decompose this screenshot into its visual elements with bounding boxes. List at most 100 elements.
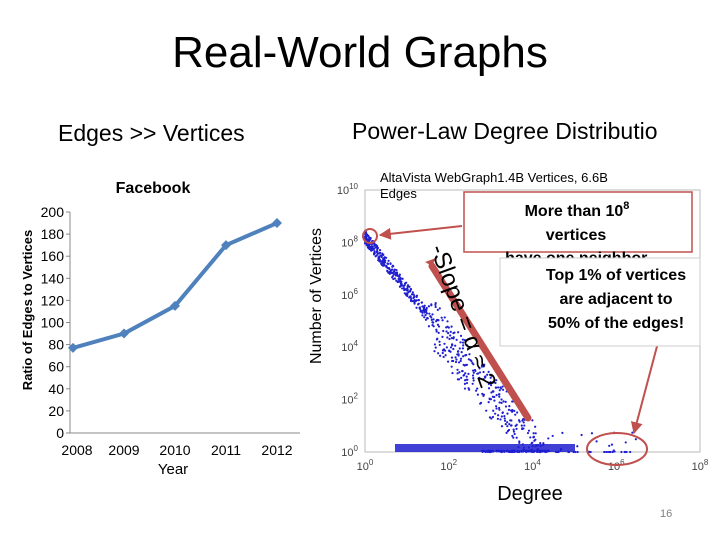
power-law-data-point bbox=[380, 255, 383, 259]
power-law-data-point bbox=[527, 429, 531, 432]
power-law-data-point bbox=[444, 354, 447, 357]
power-law-data-point bbox=[457, 331, 460, 334]
power-law-data-point bbox=[478, 371, 482, 374]
facebook-y-tick-label: 20 bbox=[48, 403, 64, 419]
power-law-y-tick-label: 100 bbox=[341, 444, 358, 459]
power-law-data-point bbox=[488, 398, 491, 401]
facebook-y-tick-label: 0 bbox=[56, 425, 64, 441]
power-law-data-point bbox=[497, 414, 500, 417]
note-box bbox=[499, 257, 701, 347]
power-law-data-point bbox=[608, 450, 611, 454]
power-law-data-point bbox=[401, 277, 404, 280]
power-law-data-point bbox=[482, 365, 485, 368]
power-law-data-point bbox=[511, 410, 514, 413]
power-law-data-point bbox=[399, 276, 402, 280]
power-law-data-point bbox=[464, 354, 467, 357]
power-law-data-point bbox=[434, 346, 437, 349]
power-law-data-point bbox=[522, 421, 525, 424]
power-law-data-point bbox=[387, 259, 390, 262]
power-law-data-point bbox=[493, 395, 496, 399]
facebook-data-point bbox=[68, 342, 78, 353]
callout-line-2: vertices bbox=[546, 227, 607, 244]
power-law-data-point bbox=[457, 378, 461, 381]
power-law-data-point bbox=[547, 437, 550, 440]
power-law-data-point bbox=[391, 275, 394, 278]
power-law-data-point bbox=[433, 343, 437, 346]
power-law-data-point bbox=[364, 232, 367, 236]
power-law-data-point bbox=[500, 401, 503, 404]
power-law-data-point bbox=[532, 432, 535, 435]
power-law-data-point bbox=[436, 323, 440, 326]
power-law-data-point bbox=[523, 424, 526, 427]
power-law-data-point bbox=[403, 288, 406, 292]
power-law-data-point bbox=[375, 244, 378, 247]
power-law-data-point bbox=[392, 273, 395, 276]
power-law-data-point bbox=[435, 328, 438, 331]
power-law-data-point bbox=[504, 405, 508, 408]
power-law-data-point bbox=[494, 412, 497, 415]
power-law-data-point bbox=[411, 291, 414, 294]
power-law-data-point bbox=[450, 336, 453, 340]
power-law-data-point bbox=[406, 284, 410, 287]
power-law-data-point bbox=[421, 314, 424, 317]
power-law-data-point bbox=[440, 316, 443, 319]
power-law-data-point bbox=[439, 354, 442, 357]
facebook-y-axis-label: Ratio of Edges to Vertices bbox=[20, 230, 35, 390]
power-law-x-tick-label: 104 bbox=[524, 458, 541, 473]
power-law-data-point bbox=[452, 336, 455, 339]
facebook-y-tick-label: 40 bbox=[48, 381, 64, 397]
power-law-data-point bbox=[389, 262, 392, 265]
power-law-data-point bbox=[378, 249, 382, 252]
power-law-data-point bbox=[469, 359, 472, 362]
facebook-line-chart: Facebook Ratio of Edges to Vertices Year… bbox=[20, 180, 300, 478]
power-law-data-point bbox=[447, 331, 450, 335]
callout-box bbox=[463, 191, 693, 253]
facebook-x-tick-label: 2009 bbox=[108, 442, 139, 458]
power-law-data-point bbox=[606, 450, 610, 454]
power-law-data-point bbox=[364, 236, 367, 239]
facebook-x-tick-label: 2012 bbox=[261, 442, 292, 458]
power-law-data-point bbox=[431, 321, 434, 324]
power-law-data-point bbox=[473, 344, 476, 348]
power-law-data-point bbox=[373, 251, 376, 254]
power-law-data-point bbox=[425, 306, 428, 310]
power-law-data-point bbox=[518, 441, 521, 444]
power-law-data-point bbox=[451, 371, 454, 375]
power-law-data-point bbox=[461, 370, 464, 373]
power-law-data-point bbox=[465, 375, 468, 378]
power-law-data-point bbox=[483, 375, 487, 378]
heavy-tail-highlight-ellipse bbox=[586, 432, 648, 466]
power-law-data-point bbox=[403, 292, 406, 295]
power-law-data-point bbox=[377, 257, 380, 260]
facebook-y-tick-label: 160 bbox=[41, 248, 65, 264]
power-law-data-point bbox=[409, 290, 412, 293]
power-law-data-point bbox=[427, 305, 431, 308]
power-law-x-axis-label: Degree bbox=[497, 483, 563, 505]
power-law-data-point bbox=[422, 307, 425, 311]
power-law-data-point bbox=[461, 341, 465, 344]
power-law-data-point bbox=[438, 340, 441, 343]
power-law-data-point bbox=[472, 379, 475, 382]
power-law-data-point bbox=[437, 319, 440, 322]
power-law-data-point bbox=[463, 382, 467, 385]
power-law-data-point bbox=[456, 368, 459, 371]
power-law-data-point bbox=[434, 305, 437, 309]
power-law-data-point bbox=[474, 389, 478, 392]
power-law-data-point bbox=[629, 450, 632, 454]
power-law-data-point bbox=[500, 387, 503, 390]
power-law-data-point bbox=[482, 394, 485, 397]
power-law-data-point bbox=[417, 299, 420, 302]
power-law-data-point bbox=[458, 347, 461, 350]
power-law-data-point bbox=[611, 450, 614, 454]
degree-one-highlight-circle bbox=[362, 228, 378, 244]
power-law-data-point bbox=[451, 343, 454, 346]
power-law-data-point bbox=[495, 394, 498, 397]
power-law-data-point bbox=[460, 376, 463, 379]
facebook-x-axis-label: Year bbox=[158, 461, 188, 478]
power-law-data-point bbox=[463, 387, 467, 390]
power-law-data-point bbox=[472, 371, 475, 374]
power-law-data-point bbox=[505, 431, 508, 434]
power-law-data-point bbox=[406, 293, 409, 296]
power-law-data-point bbox=[500, 425, 504, 428]
power-law-data-point bbox=[373, 253, 376, 256]
